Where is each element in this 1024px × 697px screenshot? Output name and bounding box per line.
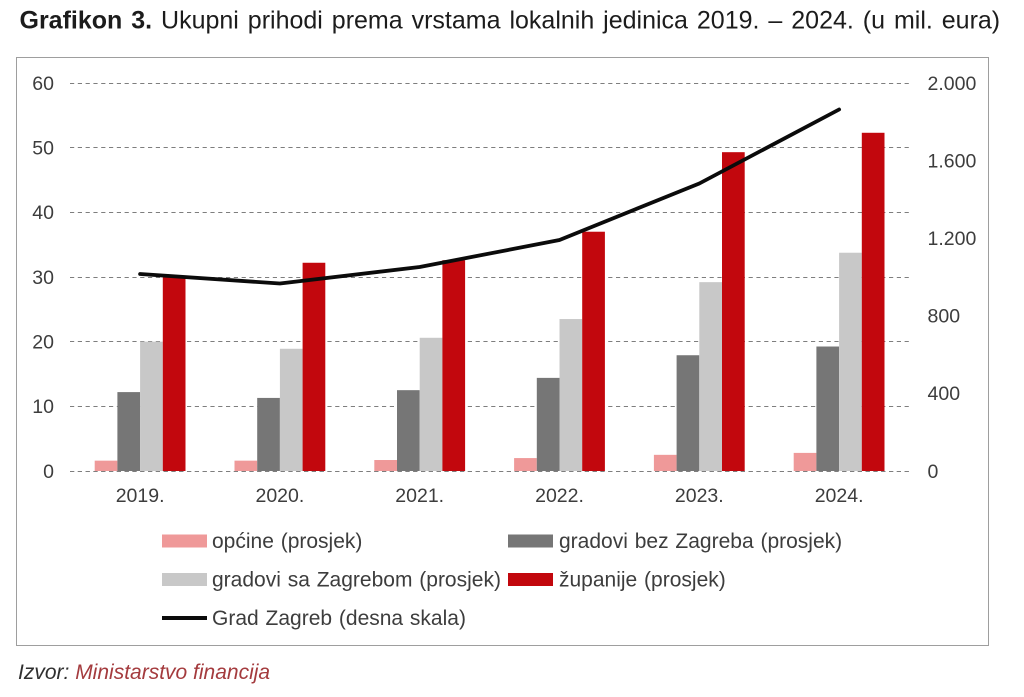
svg-text:Grafikon 3. Ukupni prihodi pre: Grafikon 3. Ukupni prihodi prema vrstama… xyxy=(20,7,1001,35)
svg-text:Izvor: Ministarstvo financija: Izvor: Ministarstvo financija xyxy=(18,661,270,684)
svg-text:1.600: 1.600 xyxy=(928,150,977,172)
svg-text:2019.: 2019. xyxy=(116,485,165,507)
svg-text:Grad Zagreb (desna skala): Grad Zagreb (desna skala) xyxy=(212,607,466,630)
svg-text:60: 60 xyxy=(32,73,54,95)
svg-text:2021.: 2021. xyxy=(395,485,444,507)
svg-text:gradovi sa Zagrebom (prosjek): gradovi sa Zagrebom (prosjek) xyxy=(212,569,501,592)
svg-text:općine (prosjek): općine (prosjek) xyxy=(212,530,362,553)
svg-text:1.200: 1.200 xyxy=(928,228,977,250)
svg-text:2022.: 2022. xyxy=(535,485,584,507)
svg-text:50: 50 xyxy=(32,138,54,160)
svg-text:400: 400 xyxy=(928,383,961,405)
svg-text:20: 20 xyxy=(32,332,54,354)
svg-text:10: 10 xyxy=(32,396,54,418)
svg-text:0: 0 xyxy=(43,461,54,483)
svg-text:40: 40 xyxy=(32,202,54,224)
svg-text:0: 0 xyxy=(928,461,939,483)
svg-text:2024.: 2024. xyxy=(815,485,864,507)
svg-text:800: 800 xyxy=(928,306,961,328)
svg-text:2.000: 2.000 xyxy=(928,73,977,95)
svg-text:30: 30 xyxy=(32,267,54,289)
svg-text:2020.: 2020. xyxy=(255,485,304,507)
svg-text:gradovi bez Zagreba (prosjek): gradovi bez Zagreba (prosjek) xyxy=(559,530,842,553)
svg-text:županije (prosjek): županije (prosjek) xyxy=(559,569,726,592)
svg-text:2023.: 2023. xyxy=(675,485,724,507)
